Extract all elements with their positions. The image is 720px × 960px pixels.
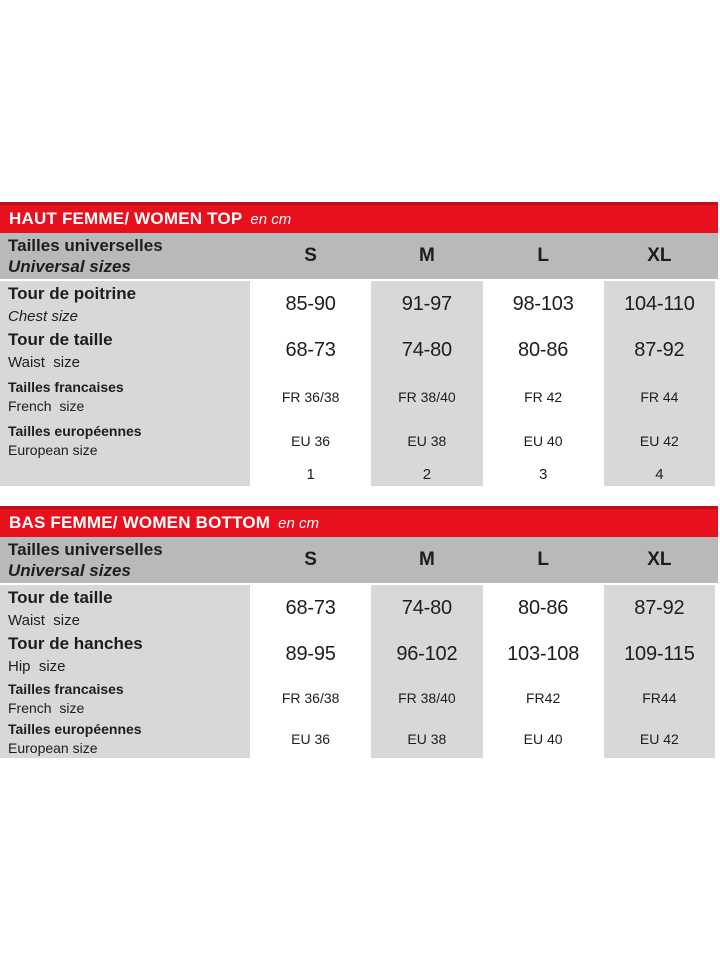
women-top-banner-title: HAUT FEMME/ WOMEN TOP (9, 209, 243, 228)
row-size-index: 1 2 3 4 (0, 462, 718, 486)
women-top-data: Tour de poitrine Chest size 85-90 91-97 … (0, 281, 718, 486)
row-label: Tailles francaises French size (0, 374, 250, 419)
value-cell-xl: 87-92 (603, 327, 715, 374)
row-label: Tour de taille Waist size (0, 327, 250, 374)
universal-sizes-label-en: Universal sizes (8, 257, 131, 276)
row-label-en: French size (8, 398, 85, 414)
row-french-size: Tailles francaises French size FR 36/38 … (0, 677, 718, 719)
women-bottom-data: Tour de taille Waist size 68-73 74-80 80… (0, 585, 718, 758)
row-label-fr: Tour de poitrine (8, 283, 137, 303)
row-label-en: Waist size (8, 611, 80, 629)
value-cell-m: 91-97 (371, 281, 483, 327)
row-label: Tailles européennes European size (0, 719, 250, 758)
value-cell-l: 103-108 (487, 631, 599, 677)
women-top-header-row: Tailles universelles Universal sizes S M… (0, 233, 718, 279)
women-bottom-banner: BAS FEMME/ WOMEN BOTTOM en cm (0, 506, 718, 537)
value-cell-s: FR 36/38 (255, 677, 367, 719)
col-header-xl: XL (647, 245, 672, 266)
row-label: Tour de poitrine Chest size (0, 281, 250, 327)
value-cell-m: 96-102 (371, 631, 483, 677)
women-top-banner-unit: en cm (250, 210, 292, 228)
value-cell-xl: 104-110 (603, 281, 715, 327)
row-label: Tour de hanches Hip size (0, 631, 250, 677)
value-cell-m: 2 (371, 462, 483, 486)
row-label-fr: Tailles francaises (8, 379, 124, 395)
value-cell-xl: EU 42 (603, 419, 715, 462)
value-cell-xl: FR 44 (603, 374, 715, 419)
row-label: Tour de taille Waist size (0, 585, 250, 631)
value-cell-l: EU 40 (487, 719, 599, 758)
row-european-size: Tailles européennes European size EU 36 … (0, 419, 718, 462)
col-header-l: L (537, 245, 549, 266)
value-cell-xl: FR44 (603, 677, 715, 719)
value-cell-m: 74-80 (371, 327, 483, 374)
universal-sizes-label-fr: Tailles universelles (8, 540, 163, 559)
row-waist-size: Tour de taille Waist size 68-73 74-80 80… (0, 327, 718, 374)
col-header-m: M (418, 245, 435, 266)
value-cell-s: 68-73 (255, 585, 367, 631)
value-cell-s: 89-95 (255, 631, 367, 677)
universal-sizes-label-en: Universal sizes (8, 561, 131, 580)
table-women-bottom: BAS FEMME/ WOMEN BOTTOM en cm Tailles un… (0, 506, 718, 758)
size-chart: HAUT FEMME/ WOMEN TOP en cm Tailles univ… (0, 202, 718, 758)
value-cell-l: EU 40 (487, 419, 599, 462)
row-hip-size: Tour de hanches Hip size 89-95 96-102 10… (0, 631, 718, 677)
col-header-s: S (304, 549, 317, 570)
value-cell-l: 98-103 (487, 281, 599, 327)
row-label-en: European size (8, 442, 98, 458)
row-chest-size: Tour de poitrine Chest size 85-90 91-97 … (0, 281, 718, 327)
col-header-m: M (418, 549, 435, 570)
row-label-fr: Tour de hanches (8, 633, 143, 653)
col-header-xl: XL (647, 549, 672, 570)
row-label: Tailles européennes European size (0, 419, 250, 462)
row-french-size: Tailles francaises French size FR 36/38 … (0, 374, 718, 419)
row-label-fr: Tour de taille (8, 330, 113, 349)
women-bottom-banner-title: BAS FEMME/ WOMEN BOTTOM (9, 513, 271, 532)
value-cell-m: FR 38/40 (371, 677, 483, 719)
value-cell-l: 80-86 (487, 585, 599, 631)
value-cell-s: FR 36/38 (255, 374, 367, 419)
value-cell-l: 3 (487, 462, 599, 486)
col-header-s: S (304, 245, 317, 266)
value-cell-s: 68-73 (255, 327, 367, 374)
row-label-en: Chest size (8, 307, 79, 325)
value-cell-m: EU 38 (371, 719, 483, 758)
value-cell-xl: 109-115 (603, 631, 715, 677)
value-cell-l: FR42 (487, 677, 599, 719)
col-header-l: L (537, 549, 549, 570)
row-label-fr: Tailles francaises (8, 680, 124, 697)
value-cell-m: FR 38/40 (371, 374, 483, 419)
value-cell-s: EU 36 (255, 419, 367, 462)
value-cell-xl: EU 42 (603, 719, 715, 758)
row-label-en: Hip size (8, 657, 66, 675)
value-cell-s: 1 (255, 462, 367, 486)
row-european-size: Tailles européennes European size EU 36 … (0, 719, 718, 758)
universal-sizes-label: Tailles universelles Universal sizes (0, 233, 250, 279)
value-cell-s: 85-90 (255, 281, 367, 327)
value-cell-s: EU 36 (255, 719, 367, 758)
value-cell-xl: 87-92 (603, 585, 715, 631)
women-top-banner: HAUT FEMME/ WOMEN TOP en cm (0, 202, 718, 233)
universal-sizes-label-fr: Tailles universelles (8, 236, 163, 255)
women-bottom-banner-unit: en cm (278, 514, 320, 532)
value-cell-m: 74-80 (371, 585, 483, 631)
value-cell-xl: 4 (603, 462, 715, 486)
row-label-fr: Tour de taille (8, 587, 113, 607)
women-bottom-header-row: Tailles universelles Universal sizes S M… (0, 537, 718, 583)
row-label: Tailles francaises French size (0, 677, 250, 719)
row-label-en: Waist size (8, 354, 80, 371)
row-label-en: European size (8, 740, 98, 756)
universal-sizes-label: Tailles universelles Universal sizes (0, 537, 250, 583)
row-waist-size: Tour de taille Waist size 68-73 74-80 80… (0, 585, 718, 631)
row-label-empty (0, 462, 250, 486)
value-cell-m: EU 38 (371, 419, 483, 462)
row-label-en: French size (8, 699, 85, 716)
row-label-fr: Tailles européennes (8, 423, 142, 439)
row-label-fr: Tailles européennes (8, 721, 142, 737)
value-cell-l: 80-86 (487, 327, 599, 374)
table-women-top: HAUT FEMME/ WOMEN TOP en cm Tailles univ… (0, 202, 718, 486)
value-cell-l: FR 42 (487, 374, 599, 419)
